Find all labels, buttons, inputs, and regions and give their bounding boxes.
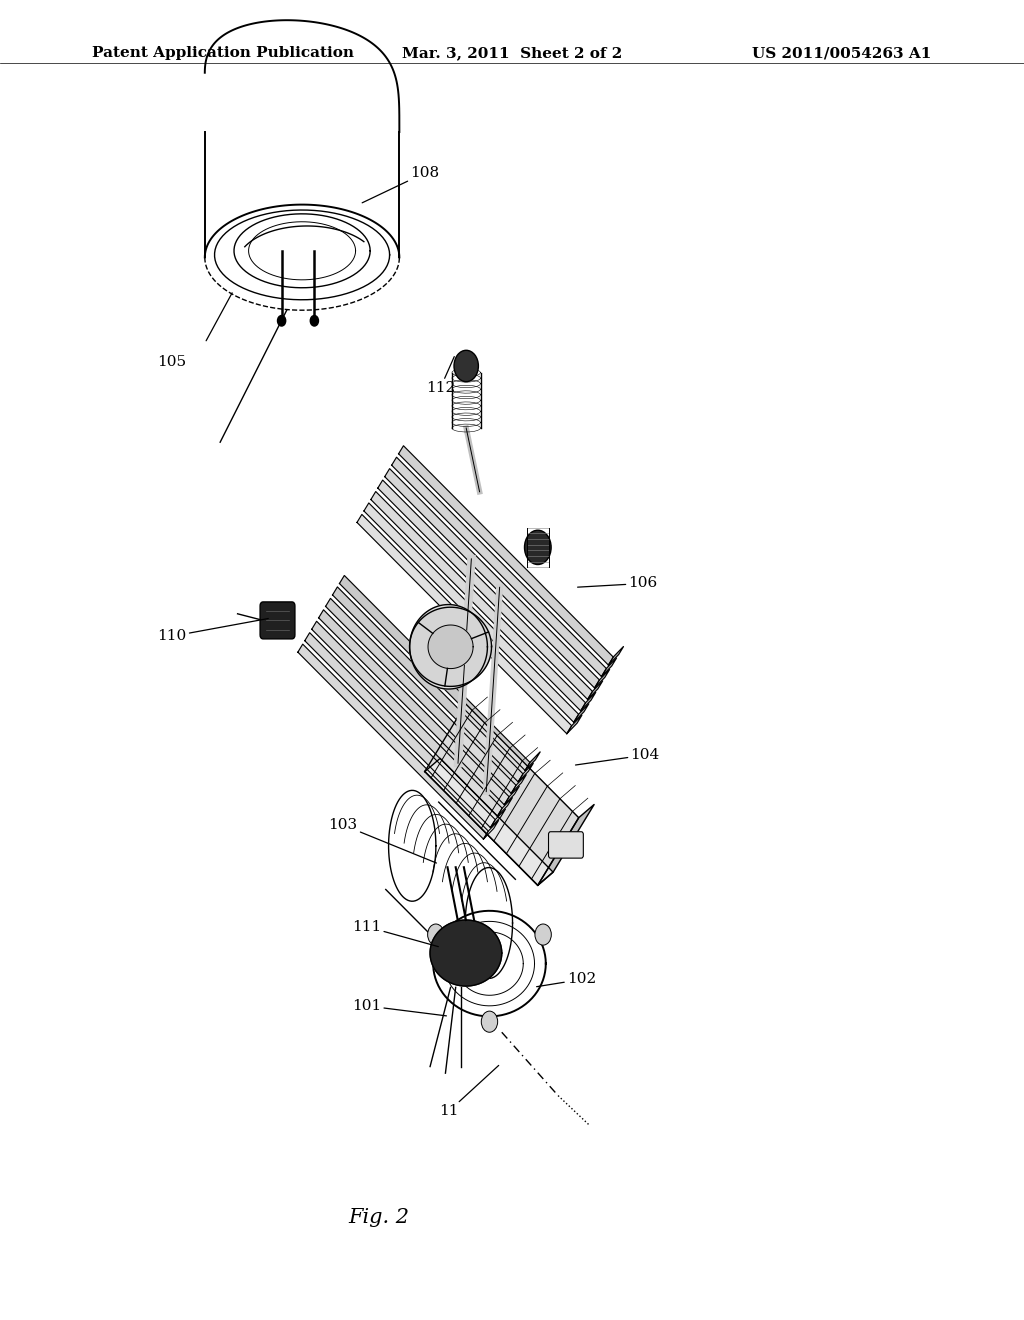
- Polygon shape: [410, 607, 492, 686]
- Polygon shape: [385, 469, 599, 688]
- Polygon shape: [371, 491, 586, 711]
- Polygon shape: [601, 657, 616, 677]
- Polygon shape: [410, 605, 487, 689]
- Text: 112: 112: [426, 356, 455, 395]
- Polygon shape: [608, 647, 624, 665]
- Polygon shape: [364, 503, 579, 722]
- Polygon shape: [357, 515, 571, 734]
- Polygon shape: [340, 576, 530, 771]
- Polygon shape: [378, 480, 593, 700]
- Polygon shape: [567, 715, 582, 734]
- Polygon shape: [573, 704, 589, 722]
- Polygon shape: [428, 626, 473, 668]
- Polygon shape: [518, 763, 534, 781]
- Polygon shape: [311, 622, 502, 816]
- Circle shape: [278, 315, 286, 326]
- Text: 111: 111: [352, 920, 438, 946]
- Text: Mar. 3, 2011  Sheet 2 of 2: Mar. 3, 2011 Sheet 2 of 2: [401, 46, 623, 61]
- Text: Fig. 2: Fig. 2: [348, 1208, 410, 1226]
- Polygon shape: [483, 821, 499, 840]
- Polygon shape: [595, 669, 609, 688]
- Polygon shape: [588, 681, 603, 700]
- Polygon shape: [333, 587, 523, 781]
- FancyBboxPatch shape: [549, 832, 584, 858]
- Text: 102: 102: [537, 973, 596, 986]
- Polygon shape: [425, 704, 579, 886]
- Text: US 2011/0054263 A1: US 2011/0054263 A1: [753, 46, 932, 61]
- FancyBboxPatch shape: [260, 602, 295, 639]
- Polygon shape: [581, 692, 596, 711]
- Polygon shape: [392, 457, 606, 677]
- Polygon shape: [326, 598, 516, 793]
- Polygon shape: [318, 610, 509, 805]
- Polygon shape: [525, 752, 541, 771]
- Polygon shape: [511, 775, 526, 793]
- Polygon shape: [504, 787, 519, 805]
- Circle shape: [481, 1011, 498, 1032]
- Polygon shape: [298, 644, 488, 840]
- Polygon shape: [498, 797, 512, 816]
- Text: 108: 108: [362, 166, 439, 203]
- Circle shape: [524, 531, 551, 565]
- Circle shape: [428, 924, 444, 945]
- Polygon shape: [305, 632, 496, 828]
- Polygon shape: [490, 809, 506, 828]
- Circle shape: [535, 924, 551, 945]
- Text: 105: 105: [158, 355, 186, 368]
- Text: 106: 106: [578, 577, 657, 590]
- Text: 11: 11: [438, 1065, 499, 1118]
- Text: 110: 110: [158, 619, 268, 643]
- Text: Patent Application Publication: Patent Application Publication: [92, 46, 354, 61]
- Polygon shape: [430, 920, 502, 986]
- Circle shape: [454, 350, 478, 381]
- Text: 104: 104: [575, 748, 659, 766]
- Text: 101: 101: [352, 999, 446, 1016]
- Polygon shape: [425, 759, 553, 886]
- Polygon shape: [538, 804, 594, 886]
- Polygon shape: [398, 446, 613, 665]
- Text: 103: 103: [329, 818, 436, 863]
- Circle shape: [310, 315, 318, 326]
